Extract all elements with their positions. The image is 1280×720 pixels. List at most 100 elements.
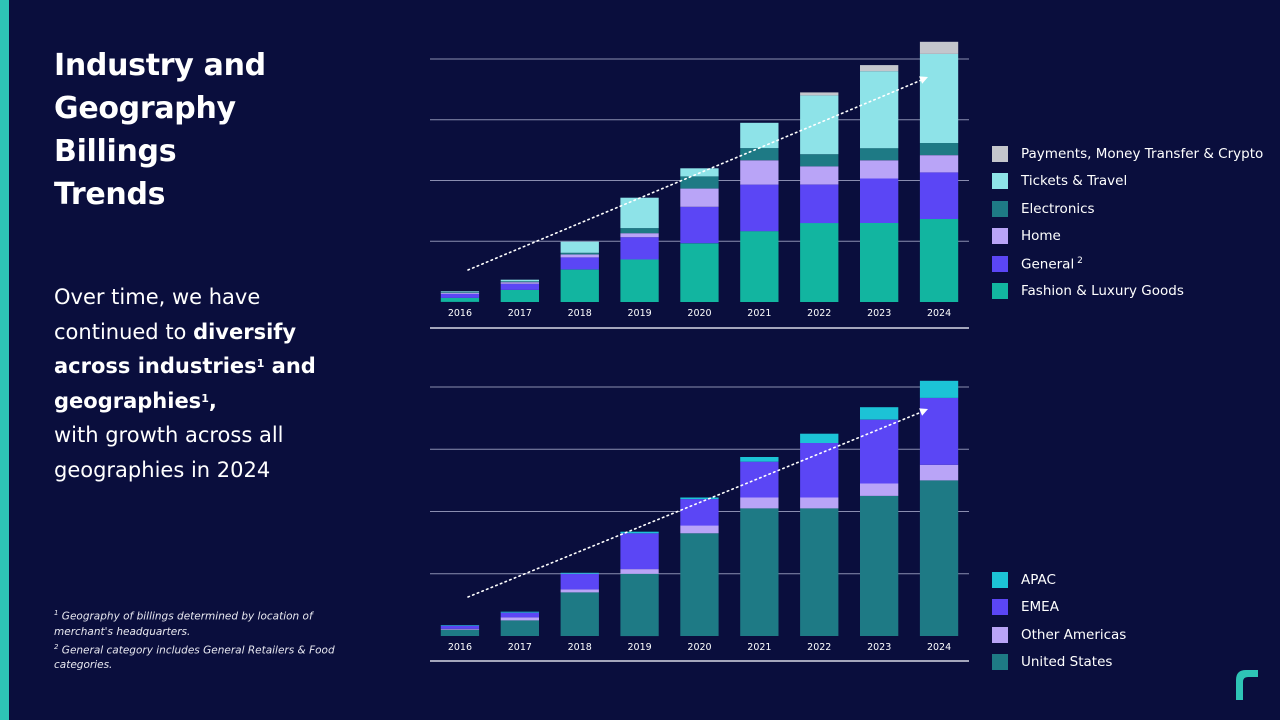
industry-bar-fashion-luxury-goods-2024 (919, 219, 959, 302)
geography-bar-other-americas-2017 (500, 617, 539, 621)
legend-label: Other Americas (1021, 626, 1127, 643)
legend-label: General 2 (1021, 255, 1083, 273)
industry-bar-home-2016 (440, 292, 480, 294)
geography-bar-united-states-2023 (860, 495, 899, 636)
summary-bold-text: diversify (193, 319, 297, 344)
geography-trend-arrow (467, 410, 925, 598)
geography-bar-united-states-2021 (740, 508, 779, 636)
geography-bar-united-states-2019 (620, 573, 659, 637)
company-logo (1236, 670, 1258, 700)
industry-bar-payments-money-transfer-crypto-2022 (800, 92, 839, 96)
industry-bar-general-2024 (919, 172, 959, 219)
legend-swatch (992, 283, 1008, 300)
industry-tick-label: 2018 (568, 308, 592, 319)
summary-bold-text: across industries (54, 354, 257, 378)
legend-label: Tickets & Travel (1021, 173, 1128, 190)
industry-tick-label: 2022 (807, 308, 831, 319)
geography-tick-label: 2024 (927, 642, 951, 653)
geography-bar-other-americas-2016 (440, 628, 480, 630)
summary-line: across industries1 and (54, 349, 394, 384)
legend-swatch (992, 571, 1008, 588)
geography-bar-other-americas-2019 (620, 569, 659, 574)
footnote-text: Geography of billings determined by loca… (54, 610, 313, 638)
geography-bar-emea-2020 (680, 499, 719, 526)
geography-bar-emea-2018 (560, 573, 599, 590)
legend-label: Electronics (1021, 200, 1095, 217)
legend-label: Home (1021, 228, 1061, 245)
footnotes: 1 Geography of billings determined by lo… (54, 606, 354, 673)
legend-item: United States (992, 649, 1126, 677)
summary-line: with growth across all (54, 418, 394, 453)
geography-bar-united-states-2017 (500, 620, 539, 636)
industry-bar-home-2022 (800, 166, 839, 185)
industry-bar-payments-money-transfer-crypto-2023 (860, 65, 899, 72)
industry-bar-fashion-luxury-goods-2019 (620, 259, 659, 302)
geography-bar-other-americas-2021 (740, 497, 779, 509)
title-line: Industry and (54, 48, 266, 83)
geography-bar-emea-2017 (500, 612, 539, 618)
industry-bar-general-2018 (560, 257, 599, 270)
geography-bar-emea-2016 (440, 625, 480, 629)
geography-bar-emea-2019 (620, 533, 659, 570)
accent-bar (0, 0, 9, 720)
legend-swatch (992, 255, 1008, 272)
industry-bar-fashion-luxury-goods-2023 (860, 223, 899, 302)
industry-bar-electronics-2019 (620, 228, 659, 234)
geography-bar-apac-2016 (440, 625, 480, 626)
industry-bar-tickets-travel-2017 (500, 279, 539, 282)
geography-bar-other-americas-2018 (560, 589, 599, 593)
geography-legend: APAC EMEA Other Americas United States (992, 566, 1126, 676)
industry-bar-electronics-2016 (440, 292, 480, 293)
industry-bar-home-2021 (740, 160, 779, 185)
geography-bar-other-americas-2022 (800, 497, 839, 509)
industry-bar-home-2018 (560, 254, 599, 258)
industry-tick-label: 2021 (747, 308, 771, 319)
legend-label: APAC (1021, 571, 1056, 588)
industry-bar-fashion-luxury-goods-2016 (440, 297, 480, 302)
legend-item: EMEA (992, 594, 1126, 622)
industry-bar-fashion-luxury-goods-2021 (740, 231, 779, 302)
industry-bar-electronics-2022 (800, 154, 839, 167)
geography-tick-label: 2022 (807, 642, 831, 653)
geography-bar-united-states-2018 (560, 592, 599, 636)
legend-item: Home (992, 223, 1263, 251)
industry-bar-tickets-travel-2016 (440, 291, 480, 293)
summary-bold-text: and (264, 354, 316, 378)
title-line: Trends (54, 177, 166, 212)
industry-bar-fashion-luxury-goods-2022 (800, 223, 839, 302)
footnote-number: 1 (54, 609, 59, 617)
industry-bar-electronics-2024 (919, 143, 959, 156)
industry-bar-general-2022 (800, 184, 839, 224)
geography-bar-emea-2022 (800, 443, 839, 498)
geography-bar-apac-2023 (860, 407, 899, 420)
industry-bar-general-2021 (740, 184, 779, 232)
industry-bar-payments-money-transfer-crypto-2024 (919, 41, 959, 54)
footnote-text: General category includes General Retail… (54, 644, 335, 671)
geography-trend-arrowhead (919, 408, 928, 416)
industry-legend: Payments, Money Transfer & Crypto Tickets… (992, 140, 1263, 305)
summary-text: Over time, we have continued to diversif… (54, 280, 394, 487)
industry-tick-label: 2023 (867, 308, 891, 319)
footnote-1: 1 Geography of billings determined by lo… (54, 606, 354, 640)
legend-item: Other Americas (992, 621, 1126, 649)
geography-bar-emea-2024 (919, 397, 959, 465)
footnote-ref: 2 (1074, 255, 1083, 266)
legend-item: Payments, Money Transfer & Crypto (992, 140, 1263, 168)
footnote-number: 2 (54, 642, 59, 651)
industry-bar-home-2019 (620, 233, 659, 238)
industry-bar-fashion-luxury-goods-2017 (500, 289, 539, 302)
legend-swatch (992, 228, 1008, 245)
industry-bar-fashion-luxury-goods-2020 (680, 243, 719, 302)
geography-tick-label: 2021 (747, 642, 771, 653)
legend-item: Tickets & Travel (992, 168, 1263, 196)
legend-swatch (992, 200, 1008, 217)
legend-swatch (992, 599, 1008, 616)
geography-bar-other-americas-2020 (680, 525, 719, 534)
industry-bar-tickets-travel-2018 (560, 241, 599, 253)
geography-bar-united-states-2022 (800, 508, 839, 636)
summary-text-part: continued to (54, 319, 194, 344)
summary-text-part: Over time, we have (54, 285, 261, 309)
industry-bar-tickets-travel-2024 (919, 53, 959, 143)
industry-bar-tickets-travel-2021 (740, 122, 779, 149)
geography-tick-label: 2018 (568, 642, 592, 653)
